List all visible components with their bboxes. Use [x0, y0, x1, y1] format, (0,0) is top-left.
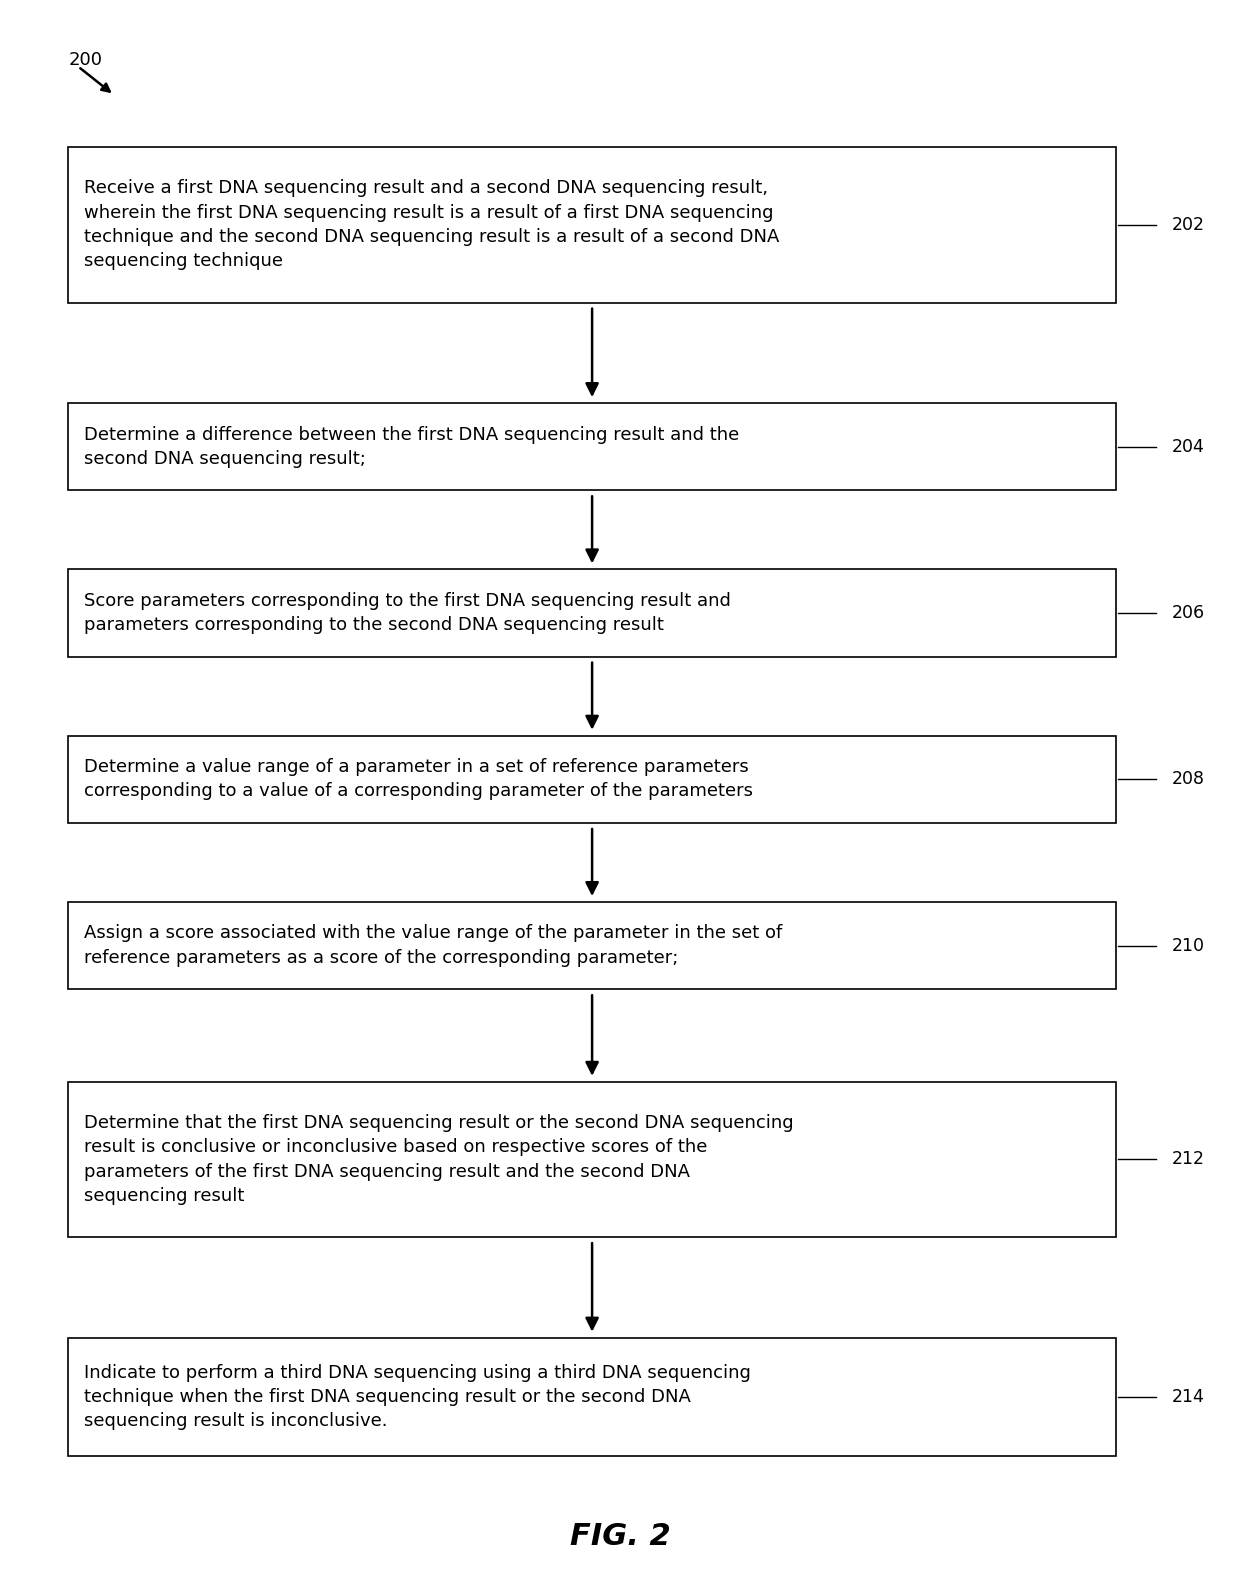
Text: 210: 210	[1172, 936, 1205, 955]
Text: Assign a score associated with the value range of the parameter in the set of
re: Assign a score associated with the value…	[84, 925, 782, 966]
Bar	[68, 1337, 1116, 1457]
Text: 206: 206	[1172, 604, 1205, 623]
Text: Receive a first DNA sequencing result and a second DNA sequencing result,
wherei: Receive a first DNA sequencing result an…	[84, 179, 780, 271]
Bar	[68, 147, 1116, 303]
Text: 204: 204	[1172, 437, 1205, 456]
Bar	[68, 735, 1116, 824]
Text: Determine that the first DNA sequencing result or the second DNA sequencing
resu: Determine that the first DNA sequencing …	[84, 1114, 794, 1205]
Text: Determine a difference between the first DNA sequencing result and the
second DN: Determine a difference between the first…	[84, 426, 739, 467]
Bar	[68, 901, 1116, 988]
Text: 200: 200	[68, 51, 102, 68]
Text: Determine a value range of a parameter in a set of reference parameters
correspo: Determine a value range of a parameter i…	[84, 759, 754, 800]
Text: 212: 212	[1172, 1150, 1205, 1169]
Text: FIG. 2: FIG. 2	[569, 1522, 671, 1551]
Bar	[68, 1082, 1116, 1237]
Text: 208: 208	[1172, 770, 1205, 789]
Text: Score parameters corresponding to the first DNA sequencing result and
parameters: Score parameters corresponding to the fi…	[84, 592, 732, 634]
Text: Indicate to perform a third DNA sequencing using a third DNA sequencing
techniqu: Indicate to perform a third DNA sequenci…	[84, 1364, 751, 1430]
Bar	[68, 402, 1116, 491]
Text: 202: 202	[1172, 215, 1205, 234]
Bar	[68, 569, 1116, 656]
Text: 214: 214	[1172, 1388, 1205, 1407]
